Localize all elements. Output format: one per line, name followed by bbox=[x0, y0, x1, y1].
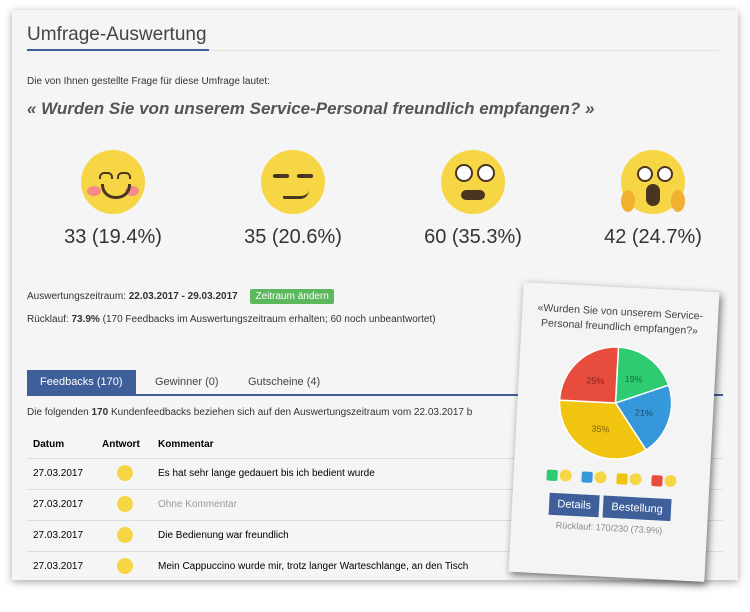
comment: Die Bedienung war freundlich bbox=[158, 530, 289, 541]
flushed-face-icon bbox=[441, 150, 505, 214]
smirking-face-icon bbox=[594, 471, 607, 484]
pie-chart: 19% 21% 35% 25% bbox=[558, 346, 673, 460]
date: 27.03.2017 bbox=[33, 468, 84, 479]
smirking-face-icon bbox=[117, 527, 133, 543]
comment: Ohne Kommentar bbox=[158, 499, 237, 510]
date: 27.03.2017 bbox=[33, 499, 84, 510]
answer-2: 35 (20.6%) bbox=[228, 150, 358, 249]
bestellung-button[interactable]: Bestellung bbox=[602, 495, 672, 522]
comment: Mein Cappuccino wurde mir, trotz langer … bbox=[158, 561, 469, 572]
pie-label: 25% bbox=[586, 375, 605, 386]
period-label: Auswertungszeitraum: bbox=[27, 291, 126, 302]
period-value: 22.03.2017 - 29.03.2017 bbox=[128, 291, 238, 302]
table-row[interactable]: 27.03.2017 Ohne Kommentar bbox=[27, 490, 723, 521]
desc-post: Kundenfeedbacks beziehen sich auf den Au… bbox=[110, 407, 473, 418]
divider bbox=[27, 50, 719, 51]
tab-bar: Feedbacks (170) Gewinner (0) Gutscheine … bbox=[27, 370, 723, 396]
answer-value: 60 (35.3%) bbox=[424, 226, 522, 248]
table-header: Datum Antwort Kommentar bbox=[27, 430, 723, 459]
change-period-button[interactable]: Zeitraum ändern bbox=[250, 289, 334, 304]
pie-label: 19% bbox=[624, 374, 643, 385]
pie-slice bbox=[614, 384, 673, 452]
feedback-description: Die folgenden 170 Kundenfeedbacks bezieh… bbox=[27, 407, 472, 418]
col-datum: Datum bbox=[33, 439, 65, 450]
tab-gewinner[interactable]: Gewinner (0) bbox=[155, 376, 219, 388]
screaming-face-icon bbox=[621, 150, 685, 214]
details-button[interactable]: Details bbox=[548, 492, 600, 518]
intro-text: Die von Ihnen gestellte Frage für diese … bbox=[27, 76, 270, 87]
answer-value: 35 (20.6%) bbox=[244, 226, 342, 248]
col-antwort: Antwort bbox=[102, 439, 140, 450]
smiling-blush-face-icon bbox=[81, 150, 145, 214]
tab-feedbacks[interactable]: Feedbacks (170) bbox=[27, 370, 136, 394]
smirking-face-icon bbox=[261, 150, 325, 214]
response-label: Rücklauf: bbox=[27, 314, 69, 325]
table-row[interactable]: 27.03.2017 Mein Cappuccino wurde mir, tr… bbox=[27, 552, 723, 580]
period-line: Auswertungszeitraum: 22.03.2017 - 29.03.… bbox=[27, 289, 334, 304]
table-row[interactable]: 27.03.2017 Die Bedienung war freundlich bbox=[27, 521, 723, 552]
desc-pre: Die folgenden bbox=[27, 407, 89, 418]
summary-card: «Wurden Sie von unserem Service-Personal… bbox=[508, 282, 720, 582]
screaming-face-icon bbox=[664, 474, 677, 488]
response-detail: (170 Feedbacks im Auswertungszeitraum er… bbox=[102, 314, 436, 325]
flushed-face-icon bbox=[117, 496, 133, 512]
table-row[interactable]: 27.03.2017 Es hat sehr lange gedauert bi… bbox=[27, 459, 723, 490]
smiling-blush-face-icon bbox=[117, 558, 133, 574]
pie-label: 35% bbox=[591, 424, 610, 435]
smiling-blush-face-icon bbox=[559, 469, 572, 482]
answer-3: 60 (35.3%) bbox=[408, 150, 538, 249]
response-value: 73.9% bbox=[71, 314, 100, 325]
feedback-table: Datum Antwort Kommentar 27.03.2017 Es ha… bbox=[27, 430, 723, 580]
tab-gutscheine[interactable]: Gutscheine (4) bbox=[248, 376, 321, 388]
date: 27.03.2017 bbox=[33, 561, 84, 572]
answer-value: 42 (24.7%) bbox=[604, 226, 702, 248]
pie-slice bbox=[558, 346, 620, 404]
title-underline bbox=[27, 49, 209, 51]
date: 27.03.2017 bbox=[33, 530, 84, 541]
answer-value: 33 (19.4%) bbox=[64, 226, 162, 248]
col-kommentar: Kommentar bbox=[158, 439, 214, 450]
response-line: Rücklauf: 73.9% (170 Feedbacks im Auswer… bbox=[27, 314, 436, 325]
answer-1: 33 (19.4%) bbox=[48, 150, 178, 249]
comment: Es hat sehr lange gedauert bis ich bedie… bbox=[158, 468, 375, 479]
survey-question: « Wurden Sie von unserem Service-Persona… bbox=[27, 99, 595, 118]
screaming-face-icon bbox=[117, 465, 133, 481]
desc-count: 170 bbox=[91, 407, 109, 418]
pie-slice bbox=[558, 399, 648, 460]
pie-label: 21% bbox=[635, 407, 654, 418]
card-question: «Wurden Sie von unserem Service-Personal… bbox=[537, 301, 704, 338]
flushed-face-icon bbox=[629, 472, 642, 486]
answer-4: 42 (24.7%) bbox=[588, 150, 718, 249]
page-title: Umfrage-Auswertung bbox=[27, 24, 207, 45]
